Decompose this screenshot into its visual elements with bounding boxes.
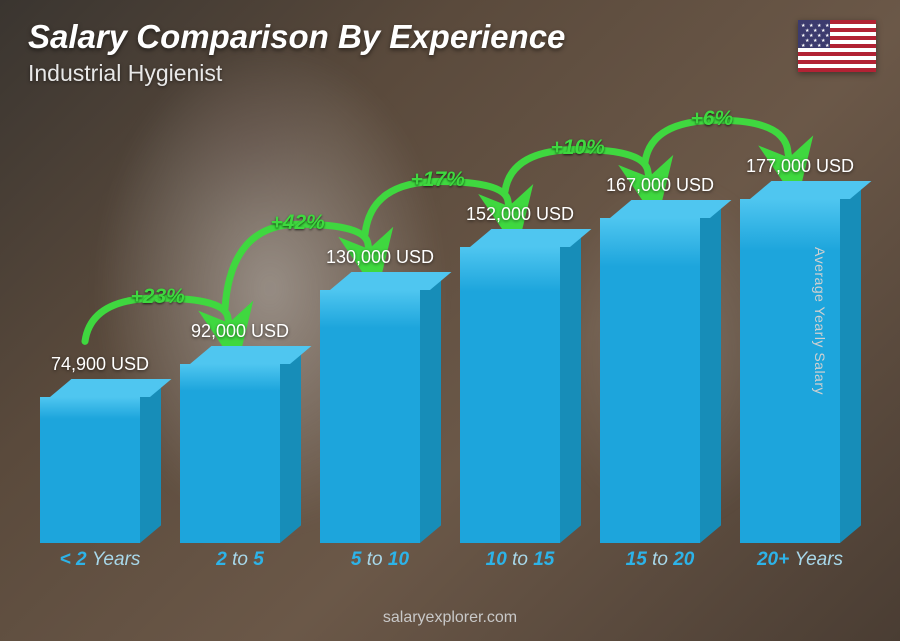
pct-increase-label: +6% (691, 107, 734, 131)
svg-text:★: ★ (809, 43, 814, 49)
x-axis-label: 10 to 15 (450, 549, 590, 571)
bar (600, 218, 700, 543)
bar-front (600, 218, 700, 543)
y-axis-label: Average Yearly Salary (812, 247, 828, 395)
x-axis-label: 5 to 10 (310, 549, 450, 571)
pct-increase-label: +42% (271, 211, 325, 235)
svg-text:★: ★ (825, 33, 830, 39)
svg-text:★: ★ (801, 43, 806, 49)
us-flag-icon: ★★★★ ★★★ ★★★★ ★★★ ★★★★ (798, 20, 876, 72)
pct-increase-label: +10% (551, 136, 605, 160)
x-axis-label: 2 to 5 (170, 549, 310, 571)
bar (320, 290, 420, 543)
svg-text:★: ★ (817, 43, 822, 49)
bar-side (280, 347, 301, 543)
pct-increase-label: +17% (411, 168, 465, 192)
bar (180, 364, 280, 543)
bar-side (140, 380, 161, 543)
bar-value-label: 152,000 USD (450, 204, 590, 225)
bar-side (840, 181, 861, 543)
bar-side (700, 201, 721, 543)
bar-side (420, 273, 441, 543)
bar-value-label: 177,000 USD (730, 156, 870, 177)
bar-side (560, 230, 581, 543)
bar-front (320, 290, 420, 543)
bar (40, 397, 140, 543)
footer-source: salaryexplorer.com (0, 609, 900, 627)
bar-value-label: 167,000 USD (590, 175, 730, 196)
chart-subtitle: Industrial Hygienist (28, 60, 565, 87)
bar-value-label: 130,000 USD (310, 247, 450, 268)
bar-front (180, 364, 280, 543)
bar-front (460, 247, 560, 543)
svg-text:★: ★ (825, 43, 830, 49)
bar-chart: 74,900 USD < 2 Years 92,000 USD 2 to 5 130,0… (30, 101, 870, 571)
bar-value-label: 74,900 USD (30, 354, 170, 375)
x-axis-label: 15 to 20 (590, 549, 730, 571)
pct-increase-label: +23% (131, 285, 185, 309)
bar-top (750, 181, 871, 199)
svg-text:★: ★ (825, 23, 830, 29)
bar-front (40, 397, 140, 543)
x-axis-label: 20+ Years (730, 549, 870, 571)
x-axis-label: < 2 Years (30, 549, 170, 571)
chart-title: Salary Comparison By Experience (28, 18, 565, 56)
bar (460, 247, 560, 543)
header: Salary Comparison By Experience Industri… (28, 18, 565, 87)
bar-value-label: 92,000 USD (170, 321, 310, 342)
